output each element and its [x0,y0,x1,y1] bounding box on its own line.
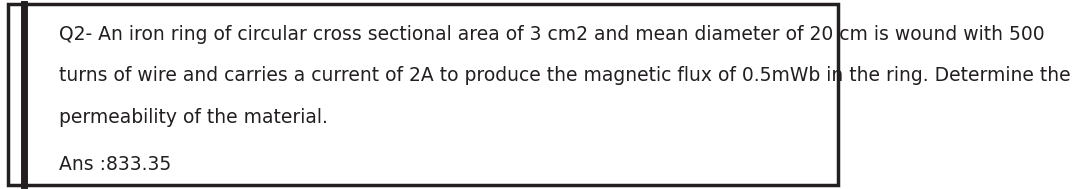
FancyBboxPatch shape [9,4,838,185]
Text: Q2- An iron ring of circular cross sectional area of 3 cm2 and mean diameter of : Q2- An iron ring of circular cross secti… [59,25,1044,43]
Text: Ans :833.35: Ans :833.35 [59,155,172,174]
Text: permeability of the material.: permeability of the material. [59,108,328,127]
Text: turns of wire and carries a current of 2A to produce the magnetic flux of 0.5mWb: turns of wire and carries a current of 2… [59,66,1071,85]
